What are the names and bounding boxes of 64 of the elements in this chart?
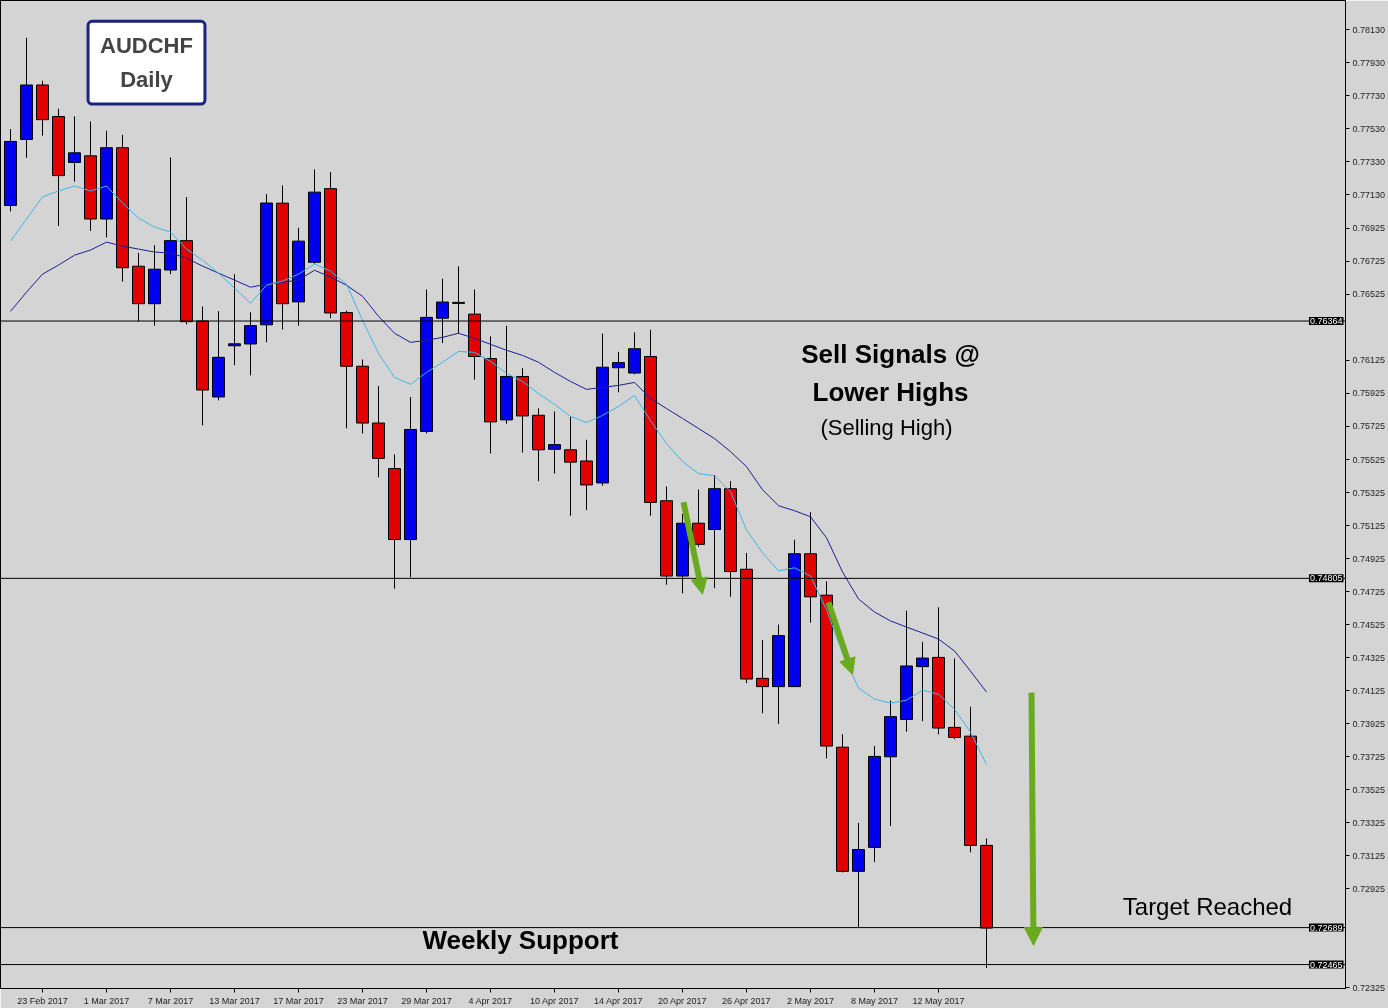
x-tick-label: 8 May 2017	[850, 995, 899, 1006]
candlestick	[948, 657, 961, 740]
line-series	[10, 241, 987, 693]
y-tick-label: 0.72325	[1352, 982, 1386, 993]
x-tick-label: 10 Apr 2017	[529, 995, 579, 1006]
text: Target Reached	[1122, 892, 1293, 920]
y-tick-label: 0.75725	[1352, 421, 1386, 432]
x-tick-label: 2 May 2017	[786, 995, 835, 1006]
y-tick-label: 0.72925	[1352, 883, 1386, 894]
x-tick-label: 23 Feb 2017	[17, 995, 68, 1006]
y-tick-label: 0.76925	[1352, 223, 1386, 234]
y-tick-label: 0.74325	[1352, 652, 1386, 663]
ref-line-label: 0.72465	[1309, 959, 1343, 970]
x-tick-label: 13 Mar 2017	[209, 995, 260, 1006]
y-tick-label: 0.73925	[1352, 718, 1386, 729]
y-tick-label: 0.77530	[1352, 123, 1386, 134]
y-tick-label: 0.73525	[1352, 784, 1386, 795]
candlestick	[548, 410, 561, 475]
y-tick-label: 0.73325	[1352, 817, 1386, 828]
y-tick-label: 0.73725	[1352, 751, 1386, 762]
text: Daily	[120, 67, 174, 93]
y-tick-label: 0.75125	[1352, 520, 1386, 531]
y-tick-label: 0.77930	[1352, 57, 1386, 68]
ref-line-label: 0.72689	[1309, 922, 1343, 933]
annotation: Lower Highs	[812, 376, 969, 407]
candlestick	[68, 115, 81, 183]
y-tick-label: 0.75325	[1352, 487, 1386, 498]
y-tick-label: 0.77730	[1352, 90, 1386, 101]
candlestick	[612, 351, 625, 393]
y-tick-label: 0.74125	[1352, 685, 1386, 696]
x-tick-label: 4 Apr 2017	[468, 995, 513, 1006]
candlestick	[916, 641, 929, 722]
y-tick-label: 0.74725	[1352, 586, 1386, 597]
y-tick-label: 0.76525	[1352, 289, 1386, 300]
x-tick-label: 12 May 2017	[912, 995, 965, 1006]
x-tick-label: 7 Mar 2017	[147, 995, 194, 1006]
x-tick-label: 23 Mar 2017	[337, 995, 388, 1006]
ref-line-label: 0.74805	[1309, 573, 1343, 584]
x-tick-label: 1 Mar 2017	[83, 995, 130, 1006]
y-tick-label: 0.73125	[1352, 850, 1386, 861]
line-series	[10, 185, 987, 765]
x-tick-label: 26 Apr 2017	[721, 995, 771, 1006]
y-tick-label: 0.77330	[1352, 156, 1386, 167]
candlestick	[564, 416, 577, 517]
y-tick-label: 0.74925	[1352, 553, 1386, 564]
annotation: (Selling High)	[820, 415, 953, 441]
annotation: Weekly Support	[422, 925, 619, 956]
y-tick-label: 0.76725	[1352, 256, 1386, 267]
y-tick-label: 0.76125	[1352, 355, 1386, 366]
annotation: Sell Signals @	[801, 338, 980, 369]
y-tick-label: 0.75525	[1352, 454, 1386, 465]
y-tick-label: 0.78130	[1352, 24, 1386, 35]
x-tick-label: 17 Mar 2017	[273, 995, 324, 1006]
y-tick-label: 0.75925	[1352, 388, 1386, 399]
x-tick-label: 29 Mar 2017	[401, 995, 452, 1006]
y-tick-label: 0.74525	[1352, 619, 1386, 630]
x-tick-label: 20 Apr 2017	[657, 995, 707, 1006]
x-tick-label: 14 Apr 2017	[593, 995, 643, 1006]
text: AUDCHF	[100, 33, 193, 59]
candlestick	[580, 439, 593, 511]
candlestick	[756, 639, 769, 714]
ref-line-label: 0.76364	[1309, 316, 1343, 327]
candlestick	[692, 489, 705, 548]
y-tick-label: 0.77130	[1352, 189, 1386, 200]
